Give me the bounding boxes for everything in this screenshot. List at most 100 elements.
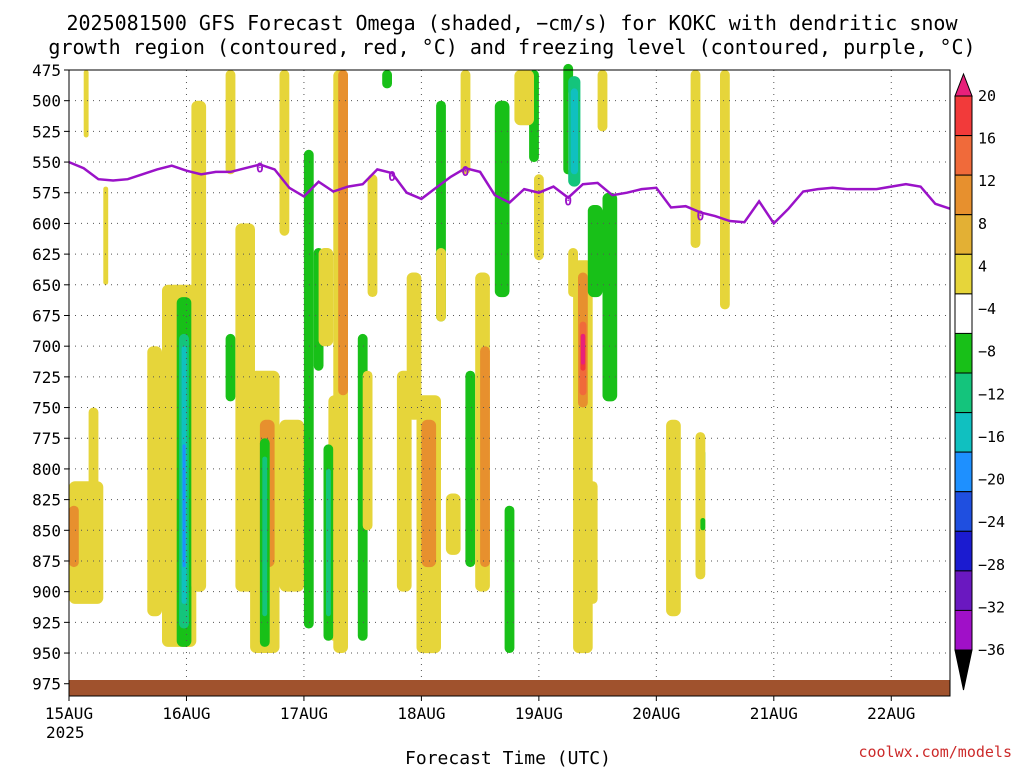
omega-region [587,481,598,604]
chart-title: 2025081500 GFS Forecast Omega (shaded, −… [66,11,958,35]
omega-region [690,70,701,248]
freezing-level-label: 0 [388,170,396,185]
y-tick-label: 550 [32,153,61,172]
omega-region [279,70,290,236]
omega-region [514,70,534,126]
colorbar-label: −16 [978,428,1005,446]
x-tick-labels: 15AUG 16AUG 17AUG 18AUG 19AUG 20AUG 21AUG 22AUG [45,696,915,723]
colorbar-top-arrow [954,72,973,97]
freezing-level-label: 0 [564,195,572,210]
omega-region [326,468,331,617]
y-tick-label: 725 [32,368,61,387]
omega-region [460,70,471,175]
y-tick-label: 475 [32,61,61,80]
colorbar-label: −4 [978,300,996,318]
colorbar-swatch [954,332,973,374]
y-tick-label: 525 [32,122,61,141]
y-tick-label: 500 [32,92,61,111]
omega-region [83,70,89,138]
colorbar-swatch [954,491,973,532]
omega-region [225,333,236,402]
colorbar-swatch [954,293,973,334]
omega-region [666,419,681,617]
omega-region [421,419,437,568]
x-axis-label: Forecast Time (UTC) [405,748,611,768]
y-tick-label: 750 [32,399,61,418]
colorbar-swatch [954,214,973,255]
x-tick-label: 17AUG [280,704,328,723]
omega-region [720,70,730,310]
colorbar-swatch [954,174,973,216]
omega-region [406,272,422,420]
colorbar-label: −20 [978,471,1005,489]
y-tick-label: 875 [32,552,61,571]
colorbar-bottom-arrow [954,649,973,691]
y-tick-label: 625 [32,245,61,264]
colorbar-swatch [954,451,973,493]
omega-region [570,88,578,175]
colorbar-label: 4 [978,258,987,276]
y-tick-label: 700 [32,337,61,356]
y-tick-label: 900 [32,583,61,602]
colorbar-swatch [954,95,973,137]
x-tick-label: 16AUG [162,704,210,723]
y-tick-label: 650 [32,276,61,295]
y-tick-label: 675 [32,306,61,325]
colorbar-label: −32 [978,598,1005,616]
omega-region [338,70,348,396]
omega-region [597,70,608,132]
omega-region [480,346,490,568]
omega-region [147,346,162,617]
colorbar-swatch [954,609,973,651]
y-tick-label: 850 [32,521,61,540]
omega-region [69,505,79,568]
omega-region [504,505,515,653]
colorbar-swatch [954,135,973,176]
omega-region [695,432,706,580]
colorbar-swatch [954,372,973,414]
x-year-label: 2025 [46,723,85,742]
omega-region [581,333,585,365]
colorbar-label: 20 [978,87,996,105]
colorbar-swatch [954,412,973,453]
colorbar-label: 8 [978,215,987,233]
chart-subtitle: growth region (contoured, red, °C) and f… [48,35,975,59]
y-tick-label: 575 [32,184,61,203]
plot-frame [68,69,951,697]
colorbar-label: −36 [978,641,1005,659]
omega-region [303,149,314,629]
omega-region [367,174,378,297]
omega-region [700,518,706,531]
omega-region [182,444,186,568]
omega-region [362,370,373,531]
omega-region [465,370,476,568]
y-tick-label: 775 [32,429,61,448]
omega-region [103,186,109,285]
omega-region [225,70,236,175]
colorbar: 20 16 12 8 4 −4 −8 −12 −16 −20 −24 −28 −32 −36 [954,72,1005,691]
omega-region [318,248,334,347]
freezing-level-label: 0 [696,209,704,224]
omega-region [587,205,603,298]
colorbar-label: −8 [978,343,996,361]
omega-region [396,370,412,592]
y-tick-label: 925 [32,613,61,632]
x-tick-label: 15AUG [45,704,93,723]
y-tick-label: 800 [32,460,61,479]
surface-terrain [69,680,950,696]
colorbar-label: 16 [978,130,996,148]
y-tick-label: 950 [32,644,61,663]
omega-region [602,192,618,402]
colorbar-label: −28 [978,556,1005,574]
omega-region [88,407,99,598]
x-tick-label: 18AUG [397,704,445,723]
terrain-strip [69,680,950,696]
freezing-level-label: 0 [256,162,264,177]
colorbar-swatch [954,253,973,295]
y-tick-label: 600 [32,214,61,233]
omega-region [382,70,392,89]
credit-text: coolwx.com/models [858,743,1012,761]
x-tick-label: 22AUG [867,704,915,723]
x-tick-label: 21AUG [750,704,798,723]
